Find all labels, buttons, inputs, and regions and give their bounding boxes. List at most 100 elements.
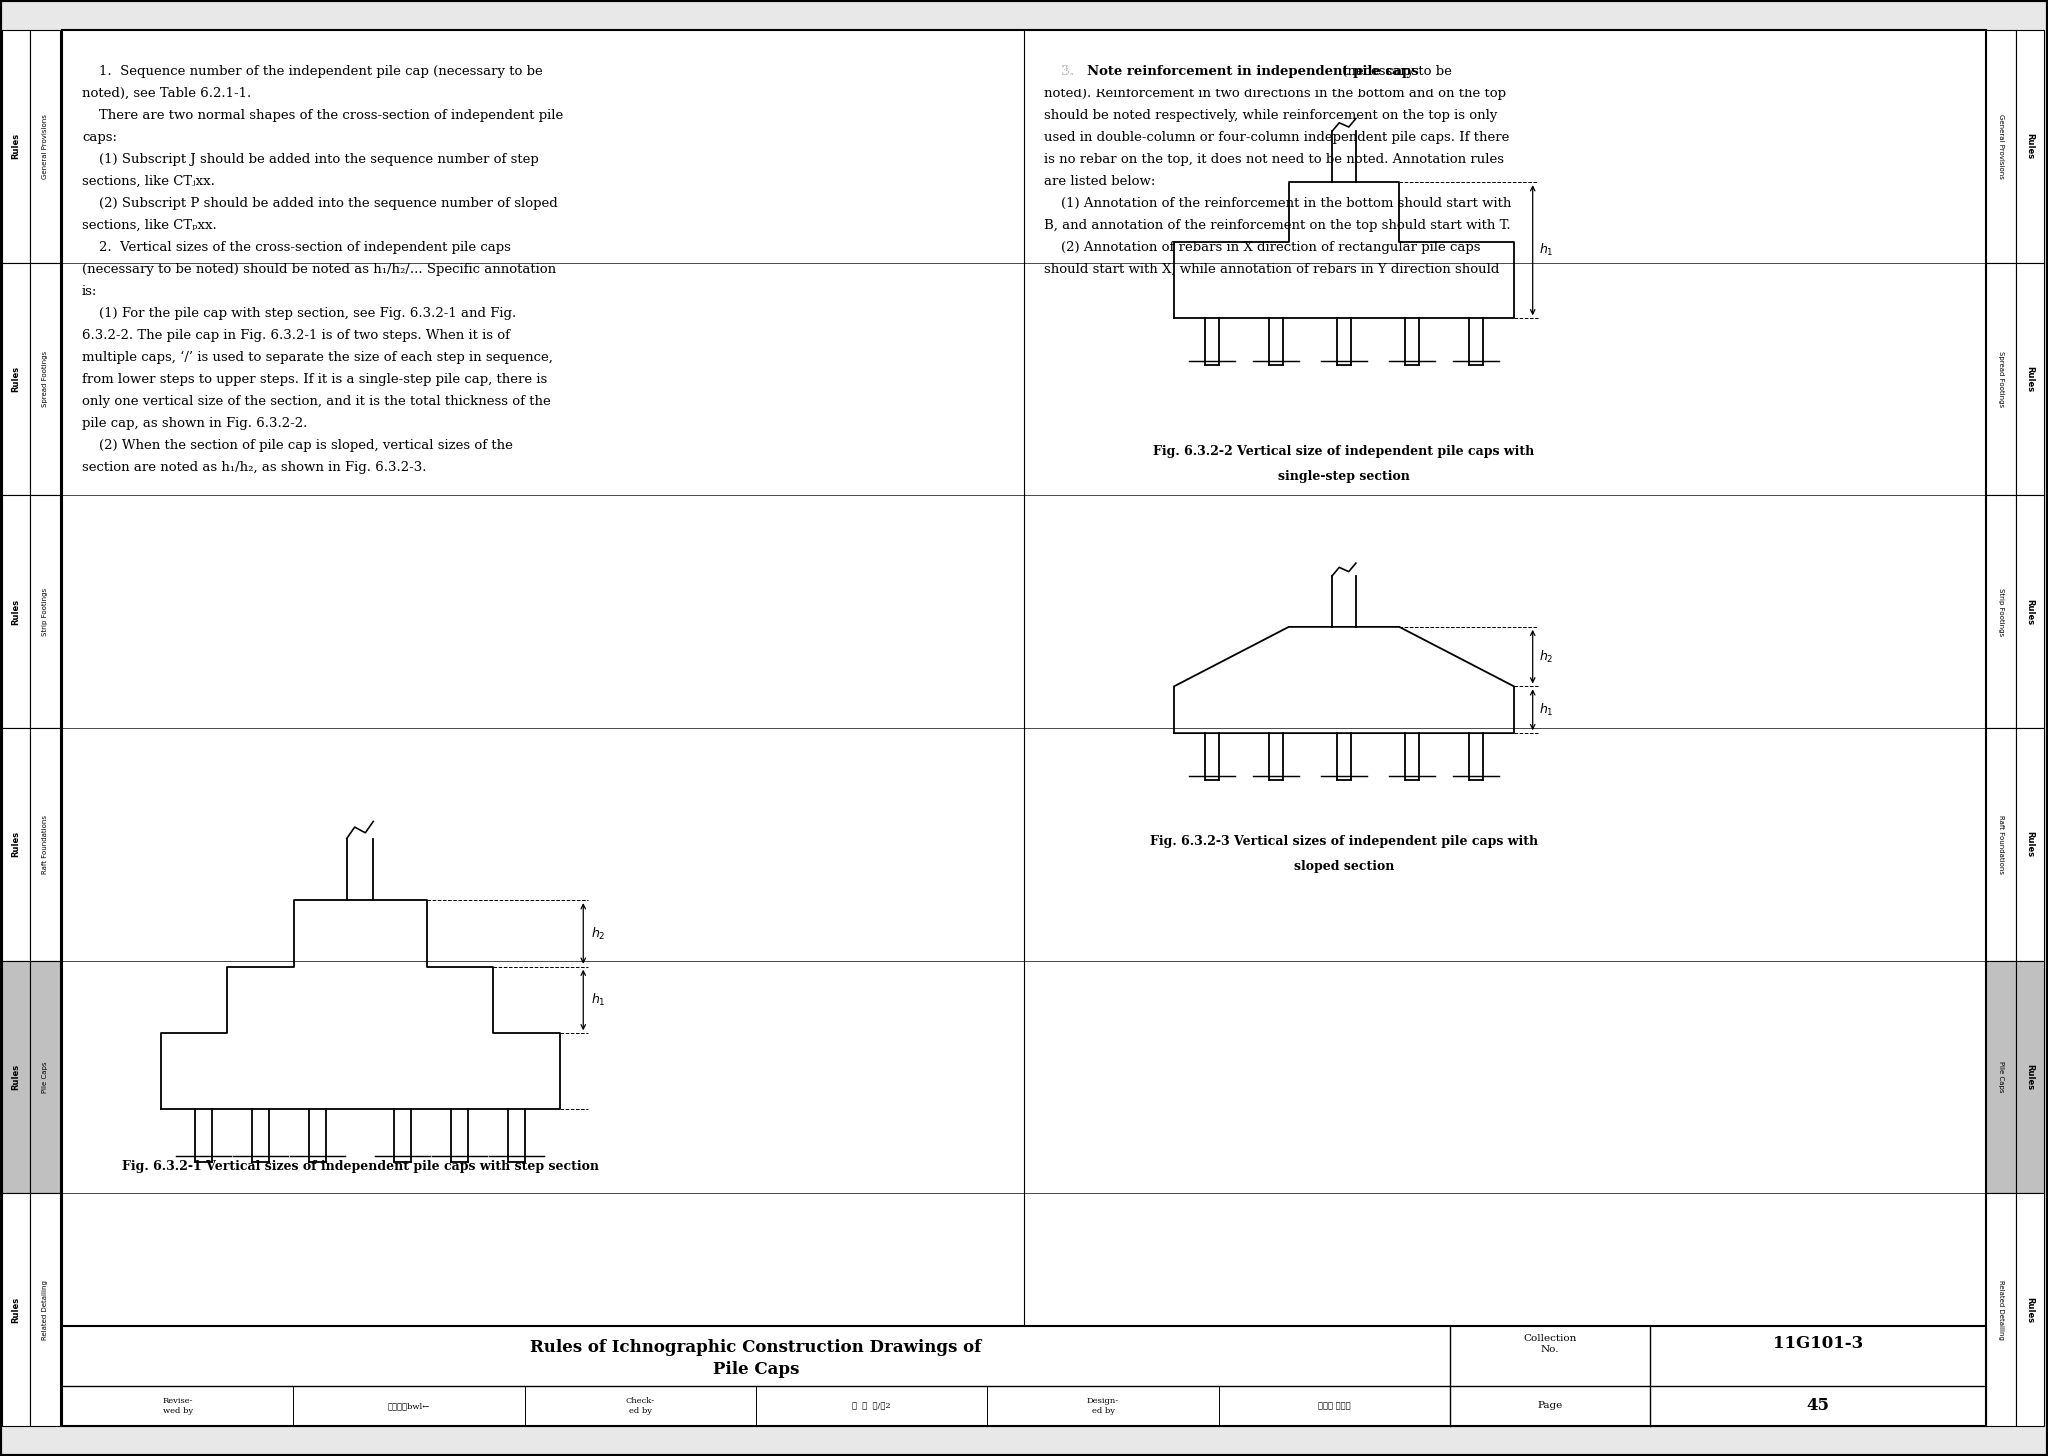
Text: pile cap, as shown in Fig. 6.3.2-2.: pile cap, as shown in Fig. 6.3.2-2.: [82, 416, 307, 430]
Text: B, and annotation of the reinforcement on the top should start with T.: B, and annotation of the reinforcement o…: [1044, 218, 1511, 232]
Text: Related Detailing: Related Detailing: [43, 1280, 47, 1340]
Text: General Provisions: General Provisions: [1999, 114, 2005, 179]
Text: Rules: Rules: [12, 831, 20, 858]
Bar: [31, 262, 59, 495]
Bar: [1987, 961, 2015, 1194]
Text: is no rebar on the top, it does not need to be noted. Annotation rules: is no rebar on the top, it does not need…: [1044, 153, 1503, 166]
Text: Revise-
wed by: Revise- wed by: [162, 1398, 193, 1415]
Text: section are noted as h₁/h₂, as shown in Fig. 6.3.2-3.: section are noted as h₁/h₂, as shown in …: [82, 462, 426, 475]
Text: Rules: Rules: [12, 1297, 20, 1322]
Text: 3.: 3.: [1044, 66, 1081, 79]
Text: Rules: Rules: [2025, 134, 2034, 159]
Text: There are two normal shapes of the cross-section of independent pile: There are two normal shapes of the cross…: [82, 109, 563, 122]
Text: Rules: Rules: [12, 365, 20, 392]
Text: 3.  Note reinforcement in independent pile caps (necessary to be: 3. Note reinforcement in independent pil…: [1044, 66, 1495, 79]
Bar: [2015, 495, 2044, 728]
Bar: [1987, 495, 2015, 728]
Text: Related Detailing: Related Detailing: [1999, 1280, 2005, 1340]
Bar: [2015, 1194, 2044, 1425]
Text: Rules: Rules: [2025, 831, 2034, 858]
Bar: [1987, 262, 2015, 495]
Text: 11G101-3: 11G101-3: [1774, 1335, 1864, 1353]
Text: Note reinforcement in independent pile caps: Note reinforcement in independent pile c…: [1087, 66, 1419, 79]
Text: multiple caps, ‘/’ is used to separate the size of each step in sequence,: multiple caps, ‘/’ is used to separate t…: [82, 351, 553, 364]
Text: caps:: caps:: [82, 131, 117, 144]
Text: sections, like CTₚxx.: sections, like CTₚxx.: [82, 218, 217, 232]
Text: Collection
No.: Collection No.: [1524, 1334, 1577, 1354]
Text: used in double-column or four-column independent pile caps. If there: used in double-column or four-column ind…: [1044, 131, 1509, 144]
Text: sloped section: sloped section: [1294, 860, 1395, 874]
Text: single-step section: single-step section: [1278, 470, 1409, 483]
Bar: [1044, 66, 1944, 89]
Text: Strip Footings: Strip Footings: [43, 588, 47, 636]
Text: Rules: Rules: [2025, 365, 2034, 392]
Text: (2) Annotation of rebars in X direction of rectangular pile caps: (2) Annotation of rebars in X direction …: [1044, 242, 1481, 253]
Text: Page: Page: [1538, 1402, 1563, 1411]
Bar: [2, 1194, 31, 1425]
Bar: [2, 728, 31, 961]
Text: (necessary to be noted) should be noted as h₁/h₂/... Specific annotation: (necessary to be noted) should be noted …: [82, 264, 557, 277]
Bar: [2015, 262, 2044, 495]
Text: Rules of Ichnographic Construction Drawings of: Rules of Ichnographic Construction Drawi…: [530, 1340, 981, 1357]
Text: (2) When the section of pile cap is sloped, vertical sizes of the: (2) When the section of pile cap is slop…: [82, 440, 512, 451]
Text: Spread Footings: Spread Footings: [43, 351, 47, 408]
Text: $h_1$: $h_1$: [1538, 702, 1552, 718]
Text: Pile Caps: Pile Caps: [713, 1361, 799, 1379]
Text: (necessary to be: (necessary to be: [1337, 66, 1452, 79]
Text: (1) Subscript J should be added into the sequence number of step: (1) Subscript J should be added into the…: [82, 153, 539, 166]
Bar: [31, 961, 59, 1194]
Text: $h_2$: $h_2$: [1538, 648, 1552, 665]
Bar: [31, 495, 59, 728]
Bar: [2, 31, 31, 262]
Text: are listed below:: are listed below:: [1044, 175, 1155, 188]
Text: Spread Footings: Spread Footings: [1999, 351, 2005, 408]
Bar: [2015, 728, 2044, 961]
Text: noted), see Table 6.2.1-1.: noted), see Table 6.2.1-1.: [82, 87, 252, 100]
Bar: [2, 495, 31, 728]
Text: 1.  Sequence number of the independent pile cap (necessary to be: 1. Sequence number of the independent pi…: [82, 66, 543, 79]
Text: Raft Foundations: Raft Foundations: [1999, 815, 2005, 874]
Text: Fig. 6.3.2-1 Vertical sizes of independent pile caps with step section: Fig. 6.3.2-1 Vertical sizes of independe…: [121, 1160, 598, 1174]
Text: Pile Caps: Pile Caps: [43, 1061, 47, 1093]
Text: from lower steps to upper steps. If it is a single-step pile cap, there is: from lower steps to upper steps. If it i…: [82, 373, 547, 386]
Text: sections, like CTⱼxx.: sections, like CTⱼxx.: [82, 175, 215, 188]
Bar: [31, 728, 59, 961]
Bar: [2, 262, 31, 495]
Text: Rules: Rules: [2025, 1064, 2034, 1091]
Text: Rules: Rules: [12, 134, 20, 159]
Text: Raft Foundations: Raft Foundations: [43, 815, 47, 874]
Text: Strip Footings: Strip Footings: [1999, 588, 2005, 636]
Text: Rules: Rules: [2025, 1297, 2034, 1322]
Text: Check-
ed by: Check- ed by: [627, 1398, 655, 1415]
Text: noted). Reinforcement in two directions in the bottom and on the top: noted). Reinforcement in two directions …: [1044, 87, 1505, 100]
Text: Design-
ed by: Design- ed by: [1087, 1398, 1118, 1415]
Bar: [31, 1194, 59, 1425]
Text: 45: 45: [1806, 1398, 1829, 1414]
Text: 郁银泉协bwl←: 郁银泉协bwl←: [387, 1402, 430, 1409]
Text: (1) Annotation of the reinforcement in the bottom should start with: (1) Annotation of the reinforcement in t…: [1044, 197, 1511, 210]
Text: 高志强 言志凌: 高志强 言志凌: [1319, 1402, 1350, 1409]
Text: $h_2$: $h_2$: [592, 926, 606, 942]
Text: Rules: Rules: [12, 1064, 20, 1091]
Text: is:: is:: [82, 285, 98, 298]
Text: 刘  敏  刁/凶2: 刘 敏 刁/凶2: [852, 1402, 891, 1409]
Text: General Provisions: General Provisions: [43, 114, 47, 179]
Bar: [2015, 961, 2044, 1194]
Bar: [61, 1326, 1987, 1425]
Text: Fig. 6.3.2-2 Vertical size of independent pile caps with: Fig. 6.3.2-2 Vertical size of independen…: [1153, 446, 1534, 459]
Text: 3.: 3.: [1044, 66, 1081, 79]
Bar: [2015, 31, 2044, 262]
Text: should be noted respectively, while reinforcement on the top is only: should be noted respectively, while rein…: [1044, 109, 1497, 122]
Text: (1) For the pile cap with step section, see Fig. 6.3.2-1 and Fig.: (1) For the pile cap with step section, …: [82, 307, 516, 320]
Bar: [1987, 1194, 2015, 1425]
Bar: [2, 961, 31, 1194]
Text: 6.3.2-2. The pile cap in Fig. 6.3.2-1 is of two steps. When it is of: 6.3.2-2. The pile cap in Fig. 6.3.2-1 is…: [82, 329, 510, 342]
Text: only one vertical size of the section, and it is the total thickness of the: only one vertical size of the section, a…: [82, 395, 551, 408]
Text: $h_1$: $h_1$: [1538, 242, 1552, 258]
Text: Rules: Rules: [12, 598, 20, 625]
Text: Rules: Rules: [2025, 598, 2034, 625]
Bar: [31, 31, 59, 262]
Text: Fig. 6.3.2-3 Vertical sizes of independent pile caps with: Fig. 6.3.2-3 Vertical sizes of independe…: [1149, 834, 1538, 847]
Text: should start with X, while annotation of rebars in Y direction should: should start with X, while annotation of…: [1044, 264, 1499, 277]
Bar: [1987, 31, 2015, 262]
